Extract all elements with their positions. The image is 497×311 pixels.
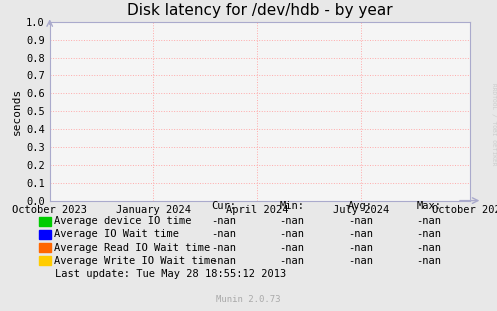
- Text: Last update: Tue May 28 18:55:12 2013: Last update: Tue May 28 18:55:12 2013: [55, 269, 286, 279]
- Text: -nan: -nan: [416, 243, 441, 253]
- Text: -nan: -nan: [211, 216, 236, 226]
- Text: -nan: -nan: [416, 216, 441, 226]
- Text: Cur:: Cur:: [211, 201, 236, 211]
- Text: -nan: -nan: [348, 216, 373, 226]
- Text: -nan: -nan: [280, 243, 305, 253]
- Text: Average Read IO Wait time: Average Read IO Wait time: [54, 243, 210, 253]
- Text: Average Write IO Wait time: Average Write IO Wait time: [54, 256, 216, 266]
- Text: -nan: -nan: [211, 243, 236, 253]
- Text: -nan: -nan: [280, 256, 305, 266]
- Text: -nan: -nan: [416, 256, 441, 266]
- Text: -nan: -nan: [348, 243, 373, 253]
- Text: -nan: -nan: [211, 230, 236, 239]
- Text: RRDTOOL / TOBI OETIKER: RRDTOOL / TOBI OETIKER: [491, 83, 496, 166]
- Title: Disk latency for /dev/hdb - by year: Disk latency for /dev/hdb - by year: [127, 3, 393, 18]
- Text: -nan: -nan: [211, 256, 236, 266]
- Text: Avg:: Avg:: [348, 201, 373, 211]
- Text: -nan: -nan: [348, 230, 373, 239]
- Text: Average device IO time: Average device IO time: [54, 216, 191, 226]
- Y-axis label: seconds: seconds: [12, 88, 22, 135]
- Text: -nan: -nan: [280, 216, 305, 226]
- Text: Max:: Max:: [416, 201, 441, 211]
- Text: -nan: -nan: [280, 230, 305, 239]
- Text: Average IO Wait time: Average IO Wait time: [54, 230, 179, 239]
- Text: -nan: -nan: [416, 230, 441, 239]
- Text: -nan: -nan: [348, 256, 373, 266]
- Text: Munin 2.0.73: Munin 2.0.73: [216, 295, 281, 304]
- Text: Min:: Min:: [280, 201, 305, 211]
